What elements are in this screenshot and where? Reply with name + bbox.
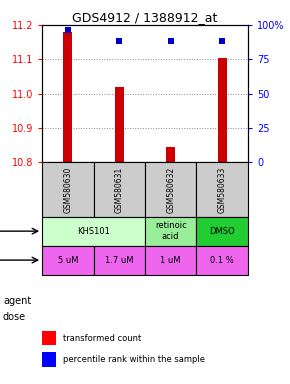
Bar <box>115 87 124 162</box>
Text: GSM580631: GSM580631 <box>115 166 124 213</box>
Bar <box>196 162 248 217</box>
Bar <box>42 352 57 366</box>
Text: GSM580633: GSM580633 <box>218 166 227 213</box>
Bar <box>145 162 197 217</box>
Text: agent: agent <box>3 296 31 306</box>
Title: GDS4912 / 1388912_at: GDS4912 / 1388912_at <box>72 11 218 24</box>
Bar <box>63 32 72 162</box>
Bar <box>93 246 145 275</box>
Bar <box>196 246 248 275</box>
Bar <box>93 162 145 217</box>
Text: transformed count: transformed count <box>63 334 141 343</box>
Text: retinoic
acid: retinoic acid <box>155 222 186 241</box>
Text: 1.7 uM: 1.7 uM <box>105 256 133 265</box>
Bar <box>145 217 197 246</box>
Text: percentile rank within the sample: percentile rank within the sample <box>63 355 205 364</box>
Text: GSM580630: GSM580630 <box>63 166 72 213</box>
Text: 0.1 %: 0.1 % <box>210 256 234 265</box>
Text: 1 uM: 1 uM <box>160 256 181 265</box>
Bar <box>42 217 145 246</box>
Bar <box>42 331 57 346</box>
Bar <box>145 246 197 275</box>
Bar <box>166 147 175 162</box>
Text: 5 uM: 5 uM <box>57 256 78 265</box>
Bar <box>196 217 248 246</box>
Text: GSM580632: GSM580632 <box>166 166 175 213</box>
Text: DMSO: DMSO <box>209 227 235 236</box>
Text: dose: dose <box>3 312 26 322</box>
Bar <box>42 246 93 275</box>
Bar <box>218 58 227 162</box>
Bar <box>42 162 93 217</box>
Text: KHS101: KHS101 <box>77 227 110 236</box>
